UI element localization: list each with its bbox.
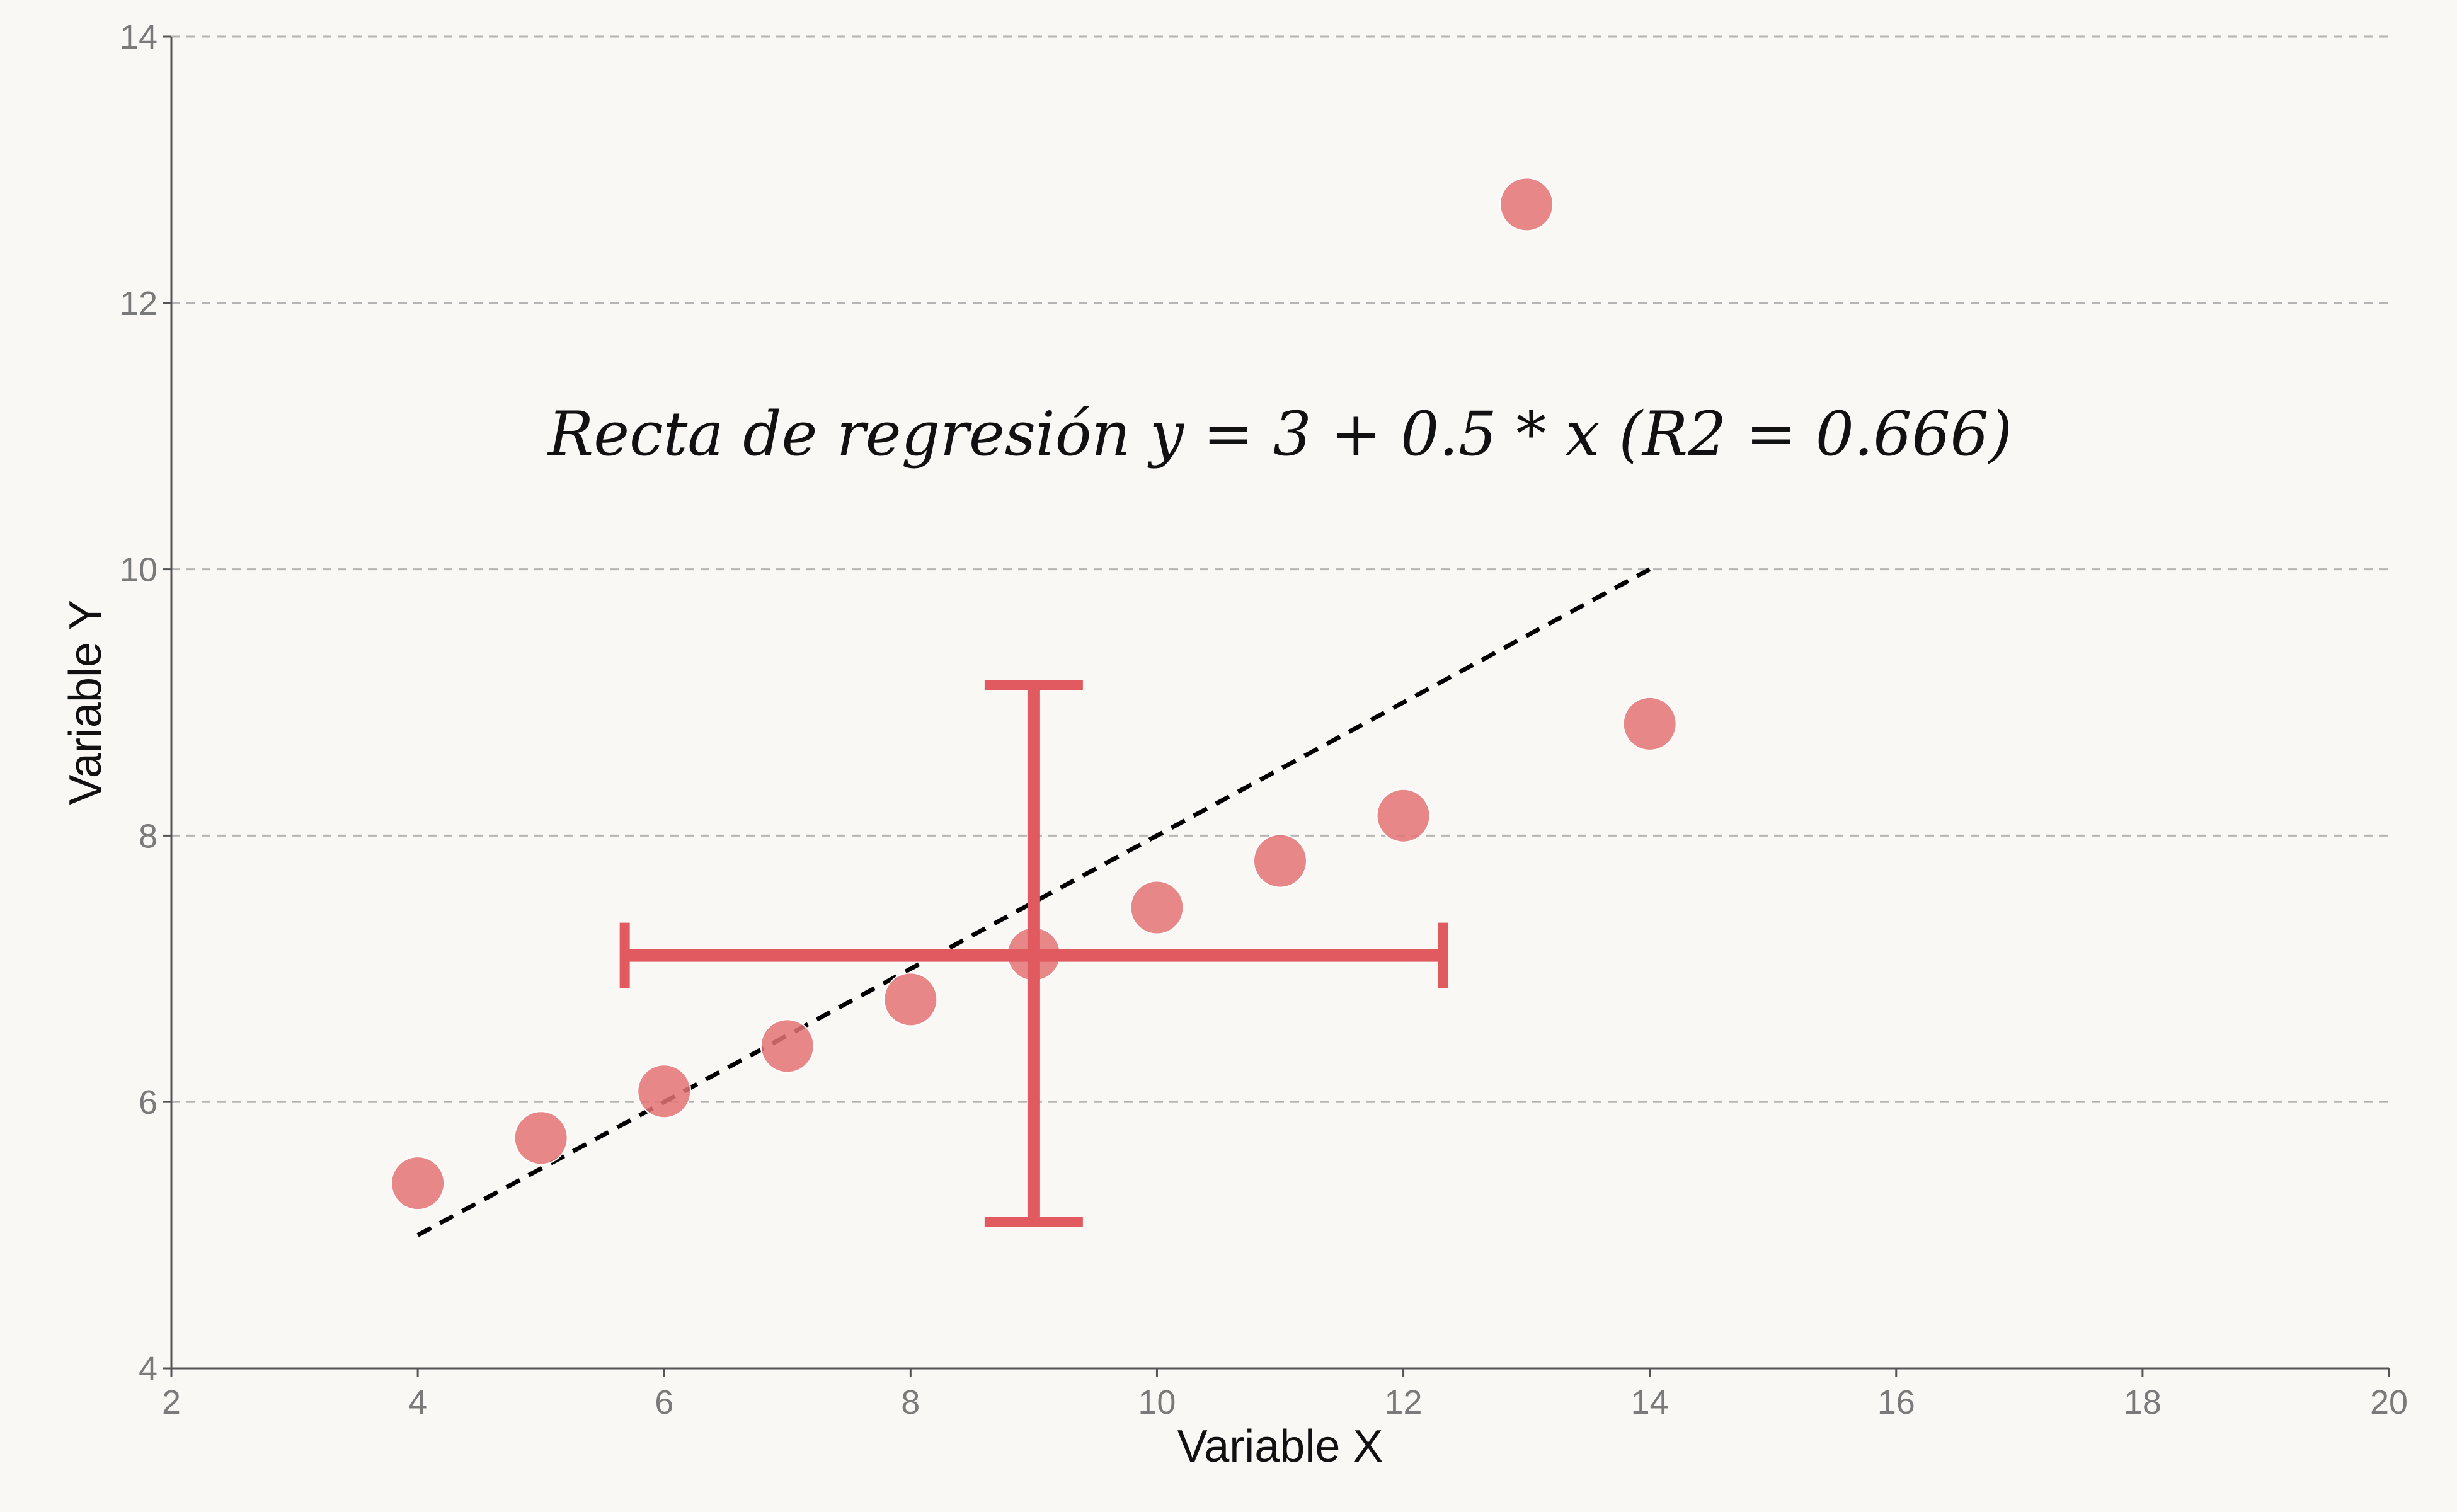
y-tick-label: 12 (120, 285, 158, 323)
error-cross-group (619, 680, 1448, 1227)
x-axis-title: Variable X (1177, 1421, 1383, 1472)
x-tick-label: 6 (655, 1383, 673, 1421)
data-point (1499, 177, 1554, 232)
data-points (391, 177, 1677, 1211)
data-point (1622, 696, 1677, 751)
data-point (1376, 788, 1431, 843)
x-tick-label: 4 (408, 1383, 427, 1421)
data-point (883, 972, 938, 1027)
y-axis-title: Variable Y (60, 600, 111, 805)
x-tick-label: 18 (2124, 1383, 2162, 1421)
x-tick-label: 20 (2370, 1383, 2408, 1421)
data-point (391, 1156, 445, 1211)
data-point (513, 1111, 568, 1166)
y-tick-label: 8 (139, 817, 158, 855)
x-tick-label: 2 (162, 1383, 181, 1421)
x-tick-label: 10 (1138, 1383, 1176, 1421)
grid-lines (171, 35, 2389, 1103)
data-point (760, 1019, 815, 1074)
x-tick-label: 8 (901, 1383, 920, 1421)
data-point (637, 1064, 692, 1119)
x-tick-label: 12 (1385, 1383, 1423, 1421)
x-tick-label: 14 (1631, 1383, 1669, 1421)
y-tick-label: 10 (120, 551, 158, 589)
y-tick-label: 6 (139, 1084, 158, 1121)
y-tick-label: 14 (120, 18, 158, 56)
y-tick-label: 4 (139, 1350, 158, 1388)
x-tick-label: 16 (1877, 1383, 1915, 1421)
data-point (1130, 880, 1184, 935)
regression-line-group (416, 567, 1651, 1237)
data-point (1253, 833, 1307, 888)
axes (163, 35, 2390, 1377)
regression-annotation: Recta de regresión y = 3 + 0.5 * x (R2 =… (547, 399, 2012, 469)
regression-line (416, 567, 1651, 1237)
